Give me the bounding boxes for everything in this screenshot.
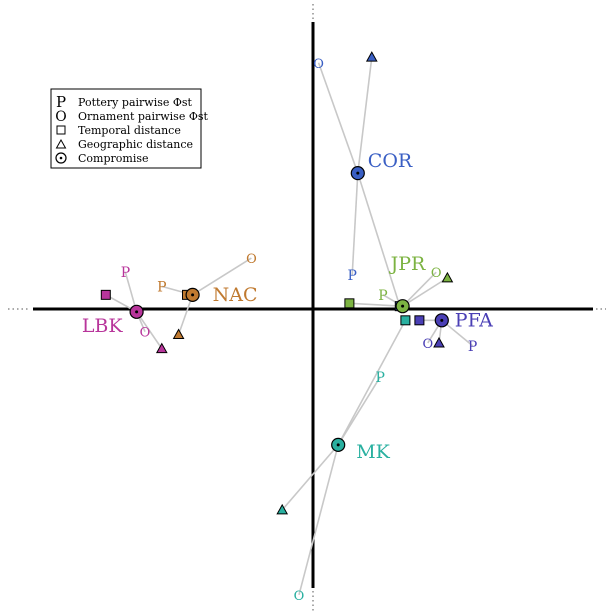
legend-item-5-symbol-dot <box>59 156 63 160</box>
legend-item-5-symbol <box>55 152 67 164</box>
mk-temporal-connector <box>337 319 407 446</box>
nac-pottery-point: P <box>157 279 166 295</box>
nac-compromise-dot <box>191 293 195 297</box>
legend-item-1-label: Pottery pairwise Φst <box>78 96 193 109</box>
jpr-ornament-point: O <box>431 266 442 281</box>
mk-geographic-connector <box>281 444 339 511</box>
axes <box>8 4 606 612</box>
nac-ornament-connector <box>192 257 252 296</box>
legend-item-3-label: Temporal distance <box>78 124 181 137</box>
mk-compromise-dot <box>336 443 340 447</box>
jpr-geographic-connector <box>402 277 448 307</box>
cor-ornament-connector <box>317 62 359 174</box>
pfa-temporal-point <box>414 315 425 326</box>
jpr-ornament-connector <box>402 271 437 307</box>
jpr-group-label: JPR <box>389 253 426 275</box>
mk-pottery-point: P <box>375 370 384 386</box>
cor-group-label: COR <box>368 150 413 172</box>
cor-compromise-dot <box>356 171 360 175</box>
lbk-pottery-point: P <box>121 265 130 281</box>
lbk-temporal-point <box>100 289 111 300</box>
lbk-geographic-point <box>155 342 168 354</box>
legend-item-4-label: Geographic distance <box>78 138 193 151</box>
pfa-compromise-dot <box>440 318 444 322</box>
cor-geographic-connector <box>357 57 373 174</box>
jpr-compromise-dot <box>401 304 405 308</box>
jpr-temporal-connector <box>349 302 403 307</box>
jpr-pottery-point: P <box>378 288 387 304</box>
pfa-geographic-point <box>433 336 445 348</box>
legend-item-5-label: Compromise <box>78 152 149 165</box>
pfa-pottery-point: P <box>468 339 477 355</box>
cor-pottery-point: P <box>347 268 356 284</box>
legend-item-4-symbol <box>55 138 67 149</box>
cor-geographic-point <box>365 51 378 62</box>
mk-geographic-point <box>276 503 289 515</box>
legend-item-2-symbol: O <box>55 109 66 125</box>
legend: P Pottery pairwise Φst O Ornament pairwise … <box>50 88 208 169</box>
legend-box <box>50 88 202 169</box>
lbk-compromise-dot <box>135 310 139 314</box>
legend-item-1-symbol: P <box>56 93 66 111</box>
pfa-ornament-point: O <box>422 337 433 352</box>
jpr-geographic-point <box>441 271 454 283</box>
cor-temporal-connector <box>357 172 401 307</box>
cor-pottery-connector <box>351 173 359 276</box>
legend-item-3-symbol <box>56 125 66 135</box>
cor-ornament-point: O <box>313 57 324 72</box>
mk-ornament-point: O <box>294 589 305 604</box>
mk-temporal-point <box>400 315 411 326</box>
jpr-temporal-point <box>344 298 355 309</box>
lbk-geographic-connector <box>135 311 163 350</box>
mk-group-label: MK <box>356 441 390 463</box>
lbk-group-label: LBK <box>82 315 124 337</box>
nac-group-label: NAC <box>213 284 258 306</box>
legend-item-2-label: Ornament pairwise Φst <box>78 110 208 123</box>
pfa-group-label: PFA <box>455 309 493 331</box>
nac-ornament-point: O <box>246 252 257 267</box>
mk-ornament-connector <box>298 444 339 596</box>
nac-geographic-point <box>172 328 185 339</box>
lbk-ornament-point: O <box>140 326 151 341</box>
